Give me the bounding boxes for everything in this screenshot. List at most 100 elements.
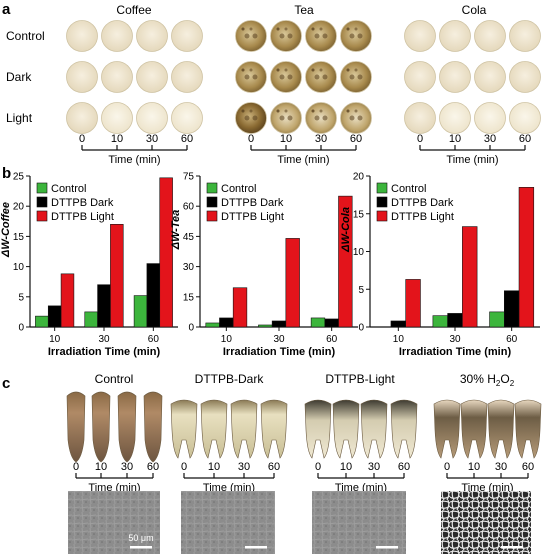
- panel-label-b: b: [2, 165, 11, 182]
- legend-entry: Control: [391, 183, 426, 195]
- tooth-specimen: [260, 399, 288, 459]
- stain-spot: [319, 68, 323, 72]
- stain-spot: [322, 33, 328, 39]
- stain-spot: [241, 68, 245, 72]
- stain-spot: [322, 74, 328, 80]
- y-axis-label-suffix: -Cola: [340, 207, 352, 235]
- bar-dttpb-dark-10: [390, 320, 407, 328]
- stain-spot: [322, 115, 328, 121]
- bar-dttpb-dark-60: [324, 318, 339, 328]
- stain-spot: [276, 109, 280, 113]
- time-tick-label: 0: [417, 133, 423, 145]
- time-tick-label: 10: [340, 461, 352, 473]
- specimen-disc: [235, 102, 267, 134]
- y-axis-label: ΔW-Coffee: [0, 202, 12, 258]
- time-tick-label: 10: [208, 461, 220, 473]
- x-tick-label: 10: [49, 334, 61, 345]
- specimen-disc: [101, 61, 133, 93]
- x-tick-label: 60: [326, 334, 338, 345]
- specimen-disc: [305, 20, 337, 52]
- bar-control-60: [489, 311, 505, 328]
- time-tick-label: 0: [79, 133, 85, 145]
- stain-spot: [249, 68, 253, 72]
- bar-control-10: [205, 322, 220, 328]
- legend-swatch: [206, 196, 218, 208]
- stain-spot: [249, 109, 253, 113]
- legend-entry: Control: [221, 183, 256, 195]
- legend-swatch: [36, 196, 48, 208]
- specimen-disc: [66, 61, 98, 93]
- x-tick-label: 10: [221, 334, 233, 345]
- stain-spot: [357, 33, 363, 39]
- bar-dttpb-dark-60: [503, 290, 520, 328]
- specimen-disc: [171, 61, 203, 93]
- specimen-disc: [136, 61, 168, 93]
- x-tick-label: 30: [98, 334, 110, 345]
- y-axis-label: ΔW-Tea: [170, 210, 182, 251]
- stain-spot: [276, 68, 280, 72]
- tooth-specimen: [390, 399, 418, 459]
- y-axis-label-symbol: ΔW: [0, 238, 12, 258]
- sem-image-4: [441, 491, 531, 554]
- stain-spot: [276, 27, 280, 31]
- sem-image-3: [312, 491, 406, 554]
- stain-spot: [314, 74, 320, 80]
- scale-bar-label: 50 μm: [128, 533, 153, 543]
- legend-entry: DTTPB Dark: [51, 197, 114, 209]
- tooth-specimen: [200, 399, 228, 459]
- time-tick-label: 30: [495, 461, 507, 473]
- stain-spot: [287, 74, 293, 80]
- y-tick-label: 5: [358, 285, 364, 296]
- bar-dttpb-light-60: [518, 187, 535, 328]
- specimen-disc: [305, 61, 337, 93]
- stain-spot: [244, 115, 250, 121]
- tooth-specimen: [360, 399, 388, 459]
- y-axis-label-suffix: -Tea: [170, 210, 182, 232]
- tooth-specimen: [170, 399, 198, 459]
- bar-dttpb-light-60: [159, 177, 173, 328]
- legend-swatch: [36, 210, 48, 222]
- specimen-disc: [439, 20, 471, 52]
- legend-swatch: [376, 196, 388, 208]
- time-tick-label: 10: [95, 461, 107, 473]
- specimen-disc: [235, 61, 267, 93]
- bar-control-10: [35, 315, 49, 328]
- specimen-disc: [509, 61, 541, 93]
- specimen-disc: [171, 102, 203, 134]
- tooth-specimen: [433, 399, 461, 459]
- time-tick-label: 10: [280, 133, 292, 145]
- time-tick-label: 60: [519, 133, 531, 145]
- stain-spot: [357, 74, 363, 80]
- specimen-disc: [136, 20, 168, 52]
- legend-swatch: [206, 182, 218, 194]
- tooth-specimen: [487, 399, 515, 459]
- y-tick-label: 0: [188, 323, 194, 334]
- sem-image-1: 50 μm: [68, 491, 160, 554]
- specimen-disc: [340, 61, 372, 93]
- tooth-specimen: [117, 391, 137, 463]
- title-sub: 2: [496, 379, 501, 388]
- legend-swatch: [36, 182, 48, 194]
- y-tick-label: 30: [183, 262, 195, 273]
- y-tick-label: 75: [183, 172, 195, 183]
- y-tick-label: 0: [358, 323, 364, 334]
- tooth-specimen: [143, 391, 163, 463]
- tooth-specimen: [230, 399, 258, 459]
- bar-control-60: [310, 317, 326, 328]
- stain-spot: [354, 27, 358, 31]
- y-tick-label: 10: [13, 262, 25, 273]
- panel-label-a: a: [2, 1, 11, 18]
- bar-dttpb-light-30: [110, 224, 124, 328]
